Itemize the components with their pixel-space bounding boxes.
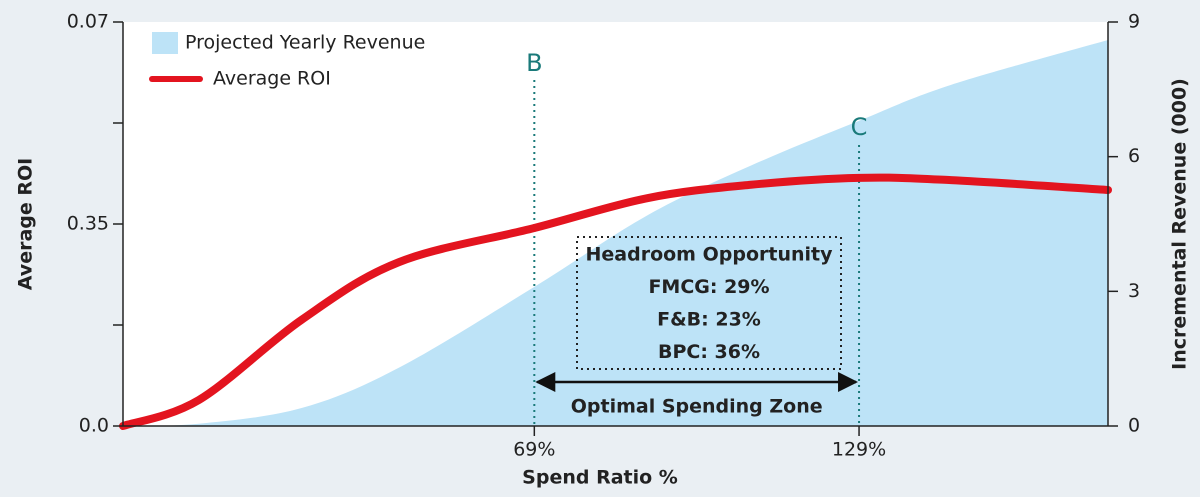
x-tick-label: 69% bbox=[513, 439, 555, 461]
legend-swatch bbox=[152, 32, 178, 54]
legend-label: Average ROI bbox=[213, 68, 331, 90]
annotation-box bbox=[576, 236, 842, 370]
y2-axis-title: Incremental Revenue (000) bbox=[1169, 78, 1191, 370]
marker-label: C bbox=[851, 113, 868, 141]
y-tick-label: 0.07 bbox=[67, 11, 109, 33]
y-axis-title: Average ROI bbox=[15, 158, 37, 290]
annotation-text: FMCG: 29% bbox=[648, 276, 769, 298]
x-axis-title: Spend Ratio % bbox=[522, 467, 678, 489]
revenue-area bbox=[123, 39, 1108, 426]
y2-tick-label: 9 bbox=[1128, 11, 1140, 33]
x-tick-label: 129% bbox=[832, 439, 886, 461]
y2-tick-label: 6 bbox=[1128, 145, 1140, 167]
annotation-text: Headroom Opportunity bbox=[586, 244, 834, 266]
annotation-text: F&B: 23% bbox=[657, 309, 761, 331]
roi-line bbox=[119, 173, 1112, 430]
marker-label: B bbox=[526, 49, 542, 77]
zone-label: Optimal Spending Zone bbox=[571, 396, 823, 418]
y2-tick-label: 0 bbox=[1128, 415, 1140, 437]
y-tick-label: 0.35 bbox=[67, 213, 109, 235]
annotation-text: BPC: 36% bbox=[658, 341, 760, 363]
y-tick-label: 0.0 bbox=[79, 415, 109, 437]
y2-tick-label: 3 bbox=[1128, 280, 1140, 302]
legend-label: Projected Yearly Revenue bbox=[185, 32, 425, 54]
